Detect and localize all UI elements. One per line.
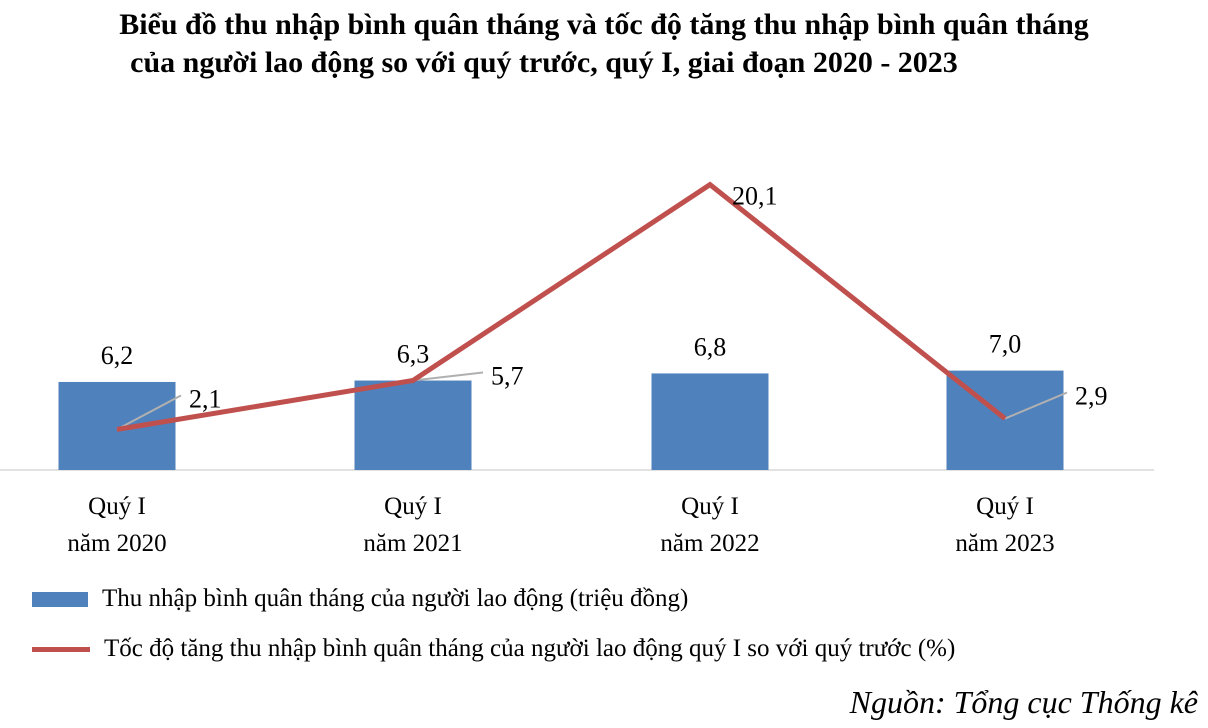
legend-item-bar: Thu nhập bình quân tháng của người lao đ… bbox=[32, 579, 688, 619]
x-tick-label-2-line1: Quý I bbox=[681, 493, 739, 520]
bar-value-label-1: 6,3 bbox=[397, 340, 430, 369]
bar-value-label-2: 6,8 bbox=[694, 332, 727, 361]
line-label-leader-0 bbox=[116, 394, 182, 431]
legend-line-label: Tốc độ tăng thu nhập bình quân tháng của… bbox=[104, 635, 956, 662]
line-value-label-0: 2,1 bbox=[189, 384, 222, 413]
legend-line-swatch bbox=[32, 646, 90, 652]
chart-title: Biểu đồ thu nhập bình quân tháng và tốc … bbox=[0, 6, 1208, 82]
x-tick-label-1-line1: Quý I bbox=[384, 493, 442, 520]
source-note: Nguồn: Tổng cục Thống kê bbox=[849, 684, 1198, 720]
line-value-label-2: 20,1 bbox=[732, 182, 778, 211]
x-tick-label-1-line2: năm 2021 bbox=[363, 530, 462, 557]
x-tick-label-3-line1: Quý I bbox=[976, 493, 1034, 520]
x-tick-label-0-line1: Quý I bbox=[88, 493, 146, 520]
x-tick-label-2-line2: năm 2022 bbox=[660, 530, 759, 557]
line-series-growth bbox=[116, 181, 1007, 432]
bar-2 bbox=[651, 373, 769, 470]
x-tick-label-3-line2: năm 2023 bbox=[955, 530, 1054, 557]
title-line-1: Biểu đồ thu nhập bình quân tháng và tốc … bbox=[119, 8, 1089, 41]
legend-bar-swatch bbox=[32, 591, 88, 607]
bar-value-label-3: 7,0 bbox=[989, 330, 1022, 359]
title-line-2: của người lao động so với quý trước, quý… bbox=[130, 46, 958, 79]
bar-0 bbox=[58, 381, 176, 470]
x-tick-label-0-line2: năm 2020 bbox=[67, 530, 166, 557]
legend-bar-label: Thu nhập bình quân tháng của người lao đ… bbox=[102, 585, 689, 612]
line-label-leader-1 bbox=[412, 371, 484, 382]
bar-value-label-0: 6,2 bbox=[101, 341, 134, 370]
legend-item-line: Tốc độ tăng thu nhập bình quân tháng của… bbox=[32, 629, 955, 669]
line-label-leader-3 bbox=[1004, 391, 1068, 420]
bar-1 bbox=[354, 380, 472, 470]
line-value-label-3: 2,9 bbox=[1075, 382, 1108, 411]
line-value-label-1: 5,7 bbox=[491, 361, 524, 390]
